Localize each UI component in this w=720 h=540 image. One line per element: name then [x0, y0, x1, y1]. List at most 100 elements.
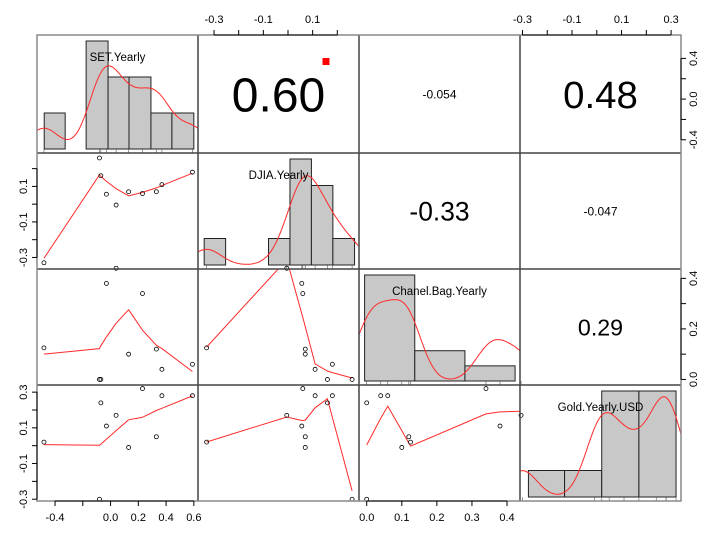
histogram-bar [268, 238, 291, 266]
density-curve [359, 299, 520, 380]
data-point [126, 189, 132, 195]
histogram-panel-DJIA.Yearly: DJIA.Yearly [198, 158, 359, 269]
data-point [497, 423, 503, 429]
data-point [153, 434, 159, 440]
data-point [312, 393, 318, 399]
data-point [483, 386, 489, 391]
scatter-panel [204, 386, 355, 502]
tick-label: -0.4 [46, 512, 65, 524]
smooth-line [206, 269, 353, 379]
data-point [378, 393, 384, 399]
data-point [302, 445, 308, 450]
tick-label: -0.4 [688, 130, 700, 149]
histogram-bar [43, 112, 66, 150]
correlation-value: -0.047 [583, 204, 617, 218]
scatter-panel [41, 155, 195, 266]
histogram-bar [310, 185, 334, 266]
histogram-bar [527, 470, 566, 498]
data-point [126, 445, 132, 450]
correlation-value: 0.29 [578, 314, 623, 340]
data-point [103, 281, 109, 286]
variable-label: Chanel.Bag.Yearly [392, 286, 487, 298]
data-point [284, 265, 290, 271]
data-point [284, 412, 290, 418]
data-point [113, 265, 119, 271]
data-point [325, 400, 330, 406]
data-point [153, 189, 159, 195]
tick-label: 0.6 [186, 512, 201, 524]
tick-label: 0.1 [18, 420, 30, 435]
correlation-value: -0.054 [422, 87, 456, 101]
panels: SET.Yearly DJIA.Yearly Chanel.Bag.Yearly Go… [36, 34, 682, 502]
significance-marker [322, 58, 330, 65]
data-point [190, 361, 195, 367]
data-point [302, 346, 308, 352]
tick-label: 0.3 [18, 384, 30, 399]
data-point [97, 155, 102, 161]
tick-label: -0.1 [18, 454, 30, 473]
data-point [140, 191, 145, 196]
histogram-bar [464, 365, 516, 382]
tick-label: 0.0 [688, 372, 700, 387]
scatter-panel [41, 265, 195, 382]
data-point [98, 377, 104, 382]
data-point [302, 434, 308, 440]
tick-label: 0.4 [499, 512, 514, 524]
data-point [190, 169, 195, 175]
histogram-bar [150, 112, 173, 150]
tick-label: 0.1 [305, 14, 320, 26]
histogram-bar [171, 112, 195, 150]
tick-label: 0.0 [688, 91, 700, 106]
correlation-value: 0.60 [232, 69, 325, 122]
tick-label: 0.2 [429, 512, 444, 524]
data-point [364, 400, 370, 406]
data-point [41, 260, 47, 266]
data-point [325, 377, 330, 382]
tick-label: 0.2 [688, 321, 700, 336]
tick-label: 0.1 [614, 14, 629, 26]
smooth-line [43, 172, 193, 259]
data-point [153, 346, 159, 352]
tick-label: 0.4 [688, 271, 700, 286]
tick-label: 0.0 [359, 512, 374, 524]
data-point [159, 393, 165, 399]
data-point [385, 393, 391, 399]
tick-label: 0.1 [394, 512, 409, 524]
tick-label: 0.2 [131, 512, 146, 524]
tick-label: -0.3 [18, 490, 30, 509]
histogram-panel-SET.Yearly: SET.Yearly [37, 40, 198, 153]
tick-label: 0.3 [464, 512, 479, 524]
data-point [190, 393, 195, 399]
data-point [399, 445, 405, 450]
tick-label: -0.1 [254, 14, 273, 26]
data-point [408, 439, 413, 445]
scatter-panel [204, 265, 355, 382]
density-curve [198, 175, 359, 265]
axes: -0.3 -0.1 0.1 -0.3 -0.1 0.1 0.3 -0.4 0.0 0.4 0.0 0.… [18, 14, 700, 524]
histogram-bar [364, 274, 416, 382]
histogram-bar [564, 470, 603, 498]
data-point [140, 386, 145, 391]
smooth-line [43, 308, 193, 372]
data-point [300, 291, 306, 296]
data-point [204, 345, 210, 351]
data-point [349, 377, 355, 382]
data-point [302, 351, 308, 357]
data-point [41, 439, 47, 445]
data-point [300, 386, 306, 391]
data-point [103, 191, 109, 197]
smooth-line [206, 397, 353, 492]
tick-label: 0.1 [18, 179, 30, 194]
data-point [406, 434, 412, 440]
histogram-bar [332, 238, 356, 266]
correlation-value: -0.33 [409, 197, 469, 227]
density-curve [520, 396, 681, 495]
data-point [140, 291, 145, 296]
tick-label: 0.3 [663, 14, 678, 26]
smooth-line [43, 395, 193, 446]
data-point [126, 351, 132, 357]
histogram-panel-Gold.Yearly.USD: Gold.Yearly.USD [520, 390, 681, 501]
tick-label: -0.1 [563, 14, 582, 26]
data-point [329, 393, 335, 399]
